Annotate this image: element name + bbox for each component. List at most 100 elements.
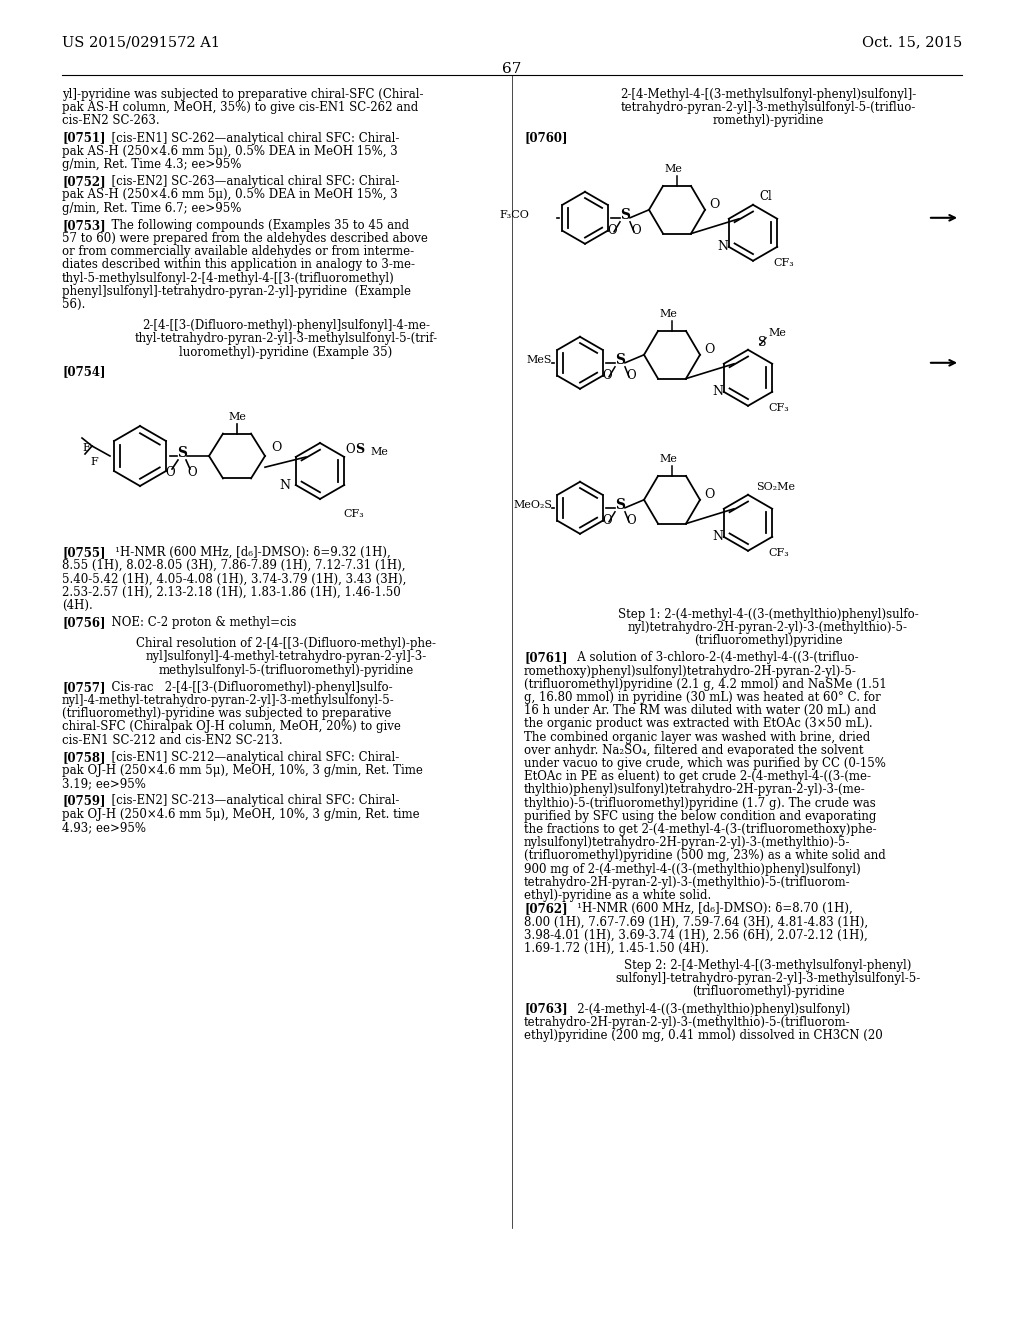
- Text: g, 16.80 mmol) in pyridine (30 mL) was heated at 60° C. for: g, 16.80 mmol) in pyridine (30 mL) was h…: [524, 690, 881, 704]
- Text: CF₃: CF₃: [343, 510, 364, 519]
- Text: tetrahydro-pyran-2-yl]-3-methylsulfonyl-5-(trifluo-: tetrahydro-pyran-2-yl]-3-methylsulfonyl-…: [621, 102, 915, 115]
- Text: chiral-SFC (Chiralpak OJ-H column, MeOH, 20%) to give: chiral-SFC (Chiralpak OJ-H column, MeOH,…: [62, 721, 400, 734]
- Text: [0757]: [0757]: [62, 681, 105, 694]
- Text: cis-EN2 SC-263.: cis-EN2 SC-263.: [62, 115, 160, 128]
- Text: S: S: [758, 335, 767, 348]
- Text: nyl)tetrahydro-2H-pyran-2-yl)-3-(methylthio)-5-: nyl)tetrahydro-2H-pyran-2-yl)-3-(methylt…: [628, 620, 908, 634]
- Text: 3.98-4.01 (1H), 3.69-3.74 (1H), 2.56 (6H), 2.07-2.12 (1H),: 3.98-4.01 (1H), 3.69-3.74 (1H), 2.56 (6H…: [524, 928, 867, 941]
- Text: sulfonyl]-tetrahydro-pyran-2-yl]-3-methylsulfonyl-5-: sulfonyl]-tetrahydro-pyran-2-yl]-3-methy…: [615, 973, 921, 985]
- Text: [cis-EN2] SC-263—analytical chiral SFC: Chiral-: [cis-EN2] SC-263—analytical chiral SFC: …: [104, 176, 399, 189]
- Text: 2-(4-methyl-4-((3-(methylthio)phenyl)sulfonyl): 2-(4-methyl-4-((3-(methylthio)phenyl)sul…: [566, 1003, 850, 1015]
- Text: diates described within this application in analogy to 3-me-: diates described within this application…: [62, 259, 415, 272]
- Text: the organic product was extracted with EtOAc (3×50 mL).: the organic product was extracted with E…: [524, 717, 872, 730]
- Text: [0758]: [0758]: [62, 751, 105, 764]
- Text: S: S: [615, 498, 625, 512]
- Text: purified by SFC using the below condition and evaporating: purified by SFC using the below conditio…: [524, 809, 877, 822]
- Text: methylsulfonyl-5-(trifluoromethyl)-pyridine: methylsulfonyl-5-(trifluoromethyl)-pyrid…: [159, 664, 414, 677]
- Text: N: N: [713, 385, 724, 399]
- Text: under vacuo to give crude, which was purified by CC (0-15%: under vacuo to give crude, which was pur…: [524, 756, 886, 770]
- Text: [cis-EN2] SC-213—analytical chiral SFC: Chiral-: [cis-EN2] SC-213—analytical chiral SFC: …: [104, 795, 399, 808]
- Text: 2-[4-Methyl-4-[(3-methylsulfonyl-phenyl)sulfonyl]-: 2-[4-Methyl-4-[(3-methylsulfonyl-phenyl)…: [620, 88, 916, 102]
- Text: tetrahydro-2H-pyran-2-yl)-3-(methylthio)-5-(trifluorom-: tetrahydro-2H-pyran-2-yl)-3-(methylthio)…: [524, 875, 851, 888]
- Text: [cis-EN1] SC-262—analytical chiral SFC: Chiral-: [cis-EN1] SC-262—analytical chiral SFC: …: [104, 132, 399, 145]
- Text: O: O: [709, 198, 720, 211]
- Text: [0763]: [0763]: [524, 1003, 567, 1015]
- Text: [0754]: [0754]: [62, 364, 105, 378]
- Text: [0752]: [0752]: [62, 176, 105, 189]
- Text: romethyl)-pyridine: romethyl)-pyridine: [713, 115, 823, 128]
- Text: 8.00 (1H), 7.67-7.69 (1H), 7.59-7.64 (3H), 4.81-4.83 (1H),: 8.00 (1H), 7.67-7.69 (1H), 7.59-7.64 (3H…: [524, 915, 868, 928]
- Text: 56).: 56).: [62, 298, 85, 312]
- Text: [0756]: [0756]: [62, 616, 105, 630]
- Text: A solution of 3-chloro-2-(4-methyl-4-((3-(trifluo-: A solution of 3-chloro-2-(4-methyl-4-((3…: [566, 651, 859, 664]
- Text: (4H).: (4H).: [62, 599, 93, 611]
- Text: NOE: C-2 proton & methyl=cis: NOE: C-2 proton & methyl=cis: [104, 616, 296, 630]
- Text: (trifluoromethyl)pyridine: (trifluoromethyl)pyridine: [693, 634, 843, 647]
- Text: 1.69-1.72 (1H), 1.45-1.50 (4H).: 1.69-1.72 (1H), 1.45-1.50 (4H).: [524, 941, 709, 954]
- Text: US 2015/0291572 A1: US 2015/0291572 A1: [62, 36, 220, 49]
- Text: over anhydr. Na₂SO₄, filtered and evaporated the solvent: over anhydr. Na₂SO₄, filtered and evapor…: [524, 743, 863, 756]
- Text: 4.93; ee>95%: 4.93; ee>95%: [62, 821, 146, 834]
- Text: (trifluoromethyl)pyridine (500 mg, 23%) as a white solid and: (trifluoromethyl)pyridine (500 mg, 23%) …: [524, 849, 886, 862]
- Text: O: O: [631, 224, 641, 236]
- Text: The combined organic layer was washed with brine, dried: The combined organic layer was washed wi…: [524, 730, 870, 743]
- Text: EtOAc in PE as eluent) to get crude 2-(4-methyl-4-((3-(me-: EtOAc in PE as eluent) to get crude 2-(4…: [524, 770, 871, 783]
- Text: Me: Me: [664, 164, 682, 174]
- Text: thylthio)phenyl)sulfonyl)tetrahydro-2H-pyran-2-yl)-3-(me-: thylthio)phenyl)sulfonyl)tetrahydro-2H-p…: [524, 783, 865, 796]
- Text: F: F: [82, 444, 90, 453]
- Text: S: S: [177, 446, 187, 459]
- Text: S: S: [620, 207, 630, 222]
- Text: [0751]: [0751]: [62, 132, 105, 145]
- Text: 3.19; ee>95%: 3.19; ee>95%: [62, 777, 145, 791]
- Text: N: N: [279, 479, 290, 491]
- Text: [0753]: [0753]: [62, 219, 105, 232]
- Text: CF₃: CF₃: [768, 548, 788, 558]
- Text: 8.55 (1H), 8.02-8.05 (3H), 7.86-7.89 (1H), 7.12-7.31 (1H),: 8.55 (1H), 8.02-8.05 (3H), 7.86-7.89 (1H…: [62, 560, 406, 572]
- Text: (trifluoromethyl)-pyridine: (trifluoromethyl)-pyridine: [691, 986, 845, 998]
- Text: pak OJ-H (250×4.6 mm 5μ), MeOH, 10%, 3 g/min, Ret. time: pak OJ-H (250×4.6 mm 5μ), MeOH, 10%, 3 g…: [62, 808, 420, 821]
- Text: O: O: [165, 466, 175, 479]
- Text: MeS: MeS: [526, 355, 552, 364]
- Text: luoromethyl)-pyridine (Example 35): luoromethyl)-pyridine (Example 35): [179, 346, 392, 359]
- Text: CF₃: CF₃: [773, 257, 794, 268]
- Text: O: O: [705, 343, 715, 356]
- Text: nylsulfonyl)tetrahydro-2H-pyran-2-yl)-3-(methylthio)-5-: nylsulfonyl)tetrahydro-2H-pyran-2-yl)-3-…: [524, 836, 851, 849]
- Text: MeO₂S: MeO₂S: [513, 500, 552, 510]
- Text: tetrahydro-2H-pyran-2-yl)-3-(methylthio)-5-(trifluorom-: tetrahydro-2H-pyran-2-yl)-3-(methylthio)…: [524, 1016, 851, 1028]
- Text: thyl-5-methylsulfonyl-2-[4-methyl-4-[[3-(trifluoromethyl): thyl-5-methylsulfonyl-2-[4-methyl-4-[[3-…: [62, 272, 394, 285]
- Text: nyl]sulfonyl]-4-methyl-tetrahydro-pyran-2-yl]-3-: nyl]sulfonyl]-4-methyl-tetrahydro-pyran-…: [145, 651, 427, 664]
- Text: [0760]: [0760]: [524, 132, 567, 145]
- Text: N: N: [718, 240, 728, 253]
- Text: [0759]: [0759]: [62, 795, 105, 808]
- Text: [0761]: [0761]: [524, 651, 567, 664]
- Text: 57 to 60) were prepared from the aldehydes described above: 57 to 60) were prepared from the aldehyd…: [62, 232, 428, 246]
- Text: O: O: [187, 466, 197, 479]
- Text: F: F: [90, 457, 97, 467]
- Text: 5.40-5.42 (1H), 4.05-4.08 (1H), 3.74-3.79 (1H), 3.43 (3H),: 5.40-5.42 (1H), 4.05-4.08 (1H), 3.74-3.7…: [62, 573, 407, 585]
- Text: 67: 67: [503, 62, 521, 77]
- Text: (trifluoromethyl)-pyridine was subjected to preparative: (trifluoromethyl)-pyridine was subjected…: [62, 708, 391, 721]
- Text: pak AS-H column, MeOH, 35%) to give cis-EN1 SC-262 and: pak AS-H column, MeOH, 35%) to give cis-…: [62, 102, 418, 115]
- Text: cis-EN1 SC-212 and cis-EN2 SC-213.: cis-EN1 SC-212 and cis-EN2 SC-213.: [62, 734, 283, 747]
- Text: pak AS-H (250×4.6 mm 5μ), 0.5% DEA in MeOH 15%, 3: pak AS-H (250×4.6 mm 5μ), 0.5% DEA in Me…: [62, 145, 397, 158]
- Text: thylthio)-5-(trifluoromethyl)pyridine (1.7 g). The crude was: thylthio)-5-(trifluoromethyl)pyridine (1…: [524, 796, 876, 809]
- Text: nyl]-4-methyl-tetrahydro-pyran-2-yl]-3-methylsulfonyl-5-: nyl]-4-methyl-tetrahydro-pyran-2-yl]-3-m…: [62, 694, 394, 708]
- Text: SO₂Me: SO₂Me: [756, 482, 795, 492]
- Text: 2.53-2.57 (1H), 2.13-2.18 (1H), 1.83-1.86 (1H), 1.46-1.50: 2.53-2.57 (1H), 2.13-2.18 (1H), 1.83-1.8…: [62, 586, 400, 598]
- Text: O: O: [627, 513, 636, 527]
- Text: the fractions to get 2-(4-methyl-4-(3-(trifluoromethoxy)phe-: the fractions to get 2-(4-methyl-4-(3-(t…: [524, 822, 877, 836]
- Text: yl]-pyridine was subjected to preparative chiral-SFC (Chiral-: yl]-pyridine was subjected to preparativ…: [62, 88, 424, 102]
- Text: 900 mg of 2-(4-methyl-4-((3-(methylthio)phenyl)sulfonyl): 900 mg of 2-(4-methyl-4-((3-(methylthio)…: [524, 862, 861, 875]
- Text: O: O: [602, 513, 611, 527]
- Text: O: O: [345, 442, 354, 455]
- Text: F₃CO: F₃CO: [499, 210, 529, 220]
- Text: [cis-EN1] SC-212—analytical chiral SFC: Chiral-: [cis-EN1] SC-212—analytical chiral SFC: …: [104, 751, 399, 764]
- Text: 16 h under Ar. The RM was diluted with water (20 mL) and: 16 h under Ar. The RM was diluted with w…: [524, 704, 877, 717]
- Text: S: S: [615, 352, 625, 367]
- Text: Me: Me: [659, 454, 677, 465]
- Text: CF₃: CF₃: [768, 403, 788, 413]
- Text: Oct. 15, 2015: Oct. 15, 2015: [862, 36, 962, 49]
- Text: (trifluoromethyl)pyridine (2.1 g, 4.2 mmol) and NaSMe (1.51: (trifluoromethyl)pyridine (2.1 g, 4.2 mm…: [524, 677, 887, 690]
- Text: Me: Me: [768, 327, 785, 338]
- Text: Cl: Cl: [759, 190, 772, 203]
